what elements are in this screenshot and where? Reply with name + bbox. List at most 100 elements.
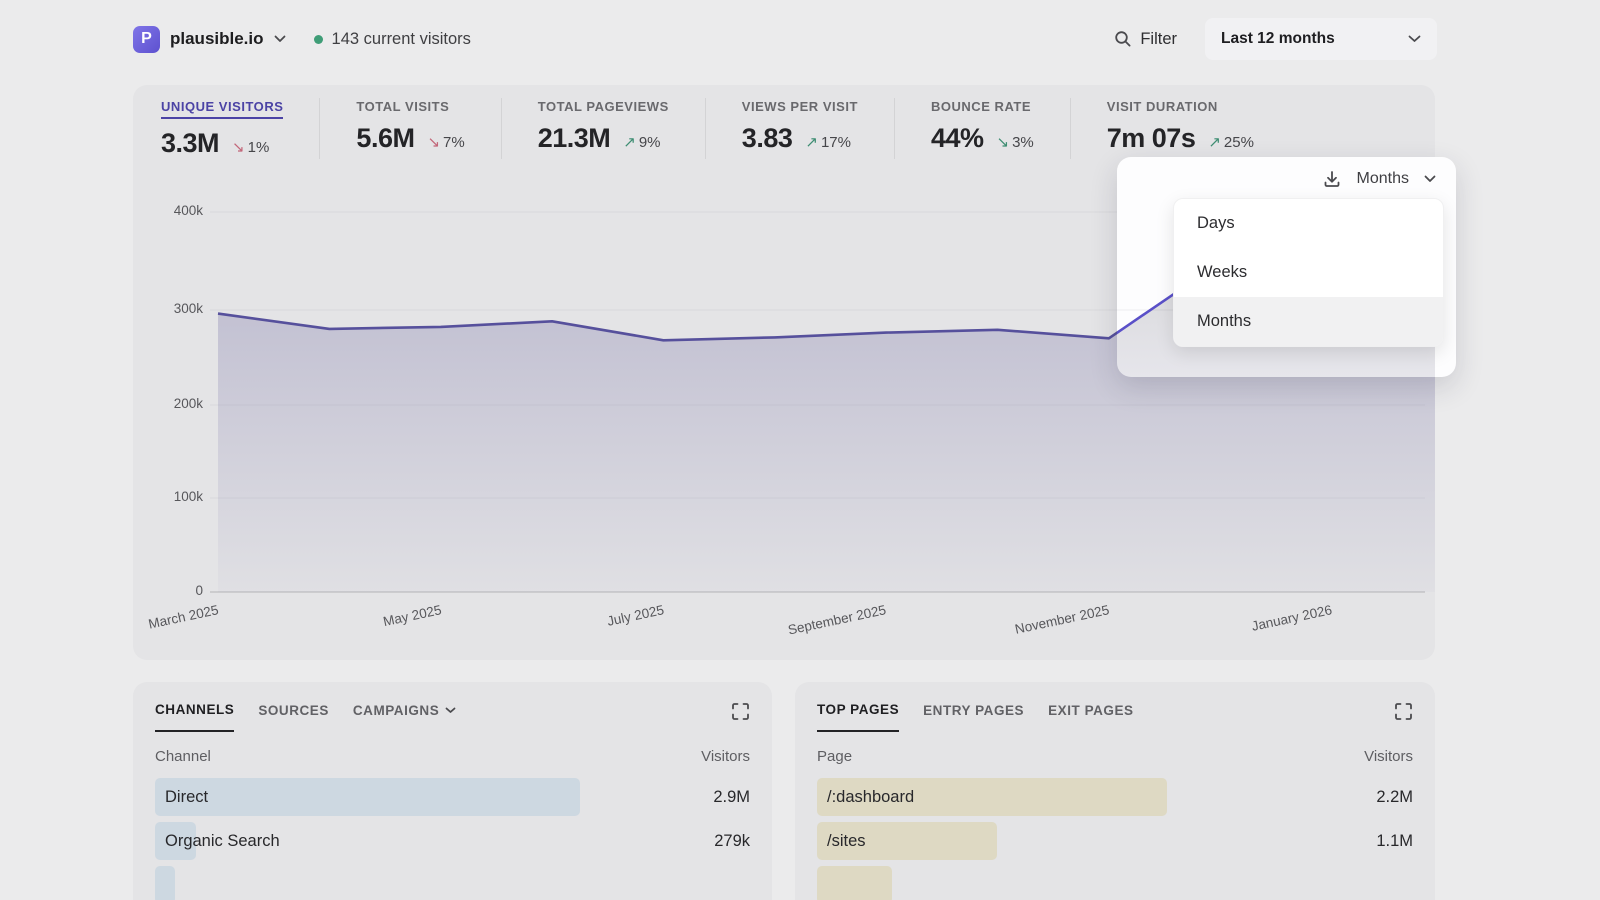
stat-label: TOTAL PAGEVIEWS [537,99,669,114]
tab[interactable]: ENTRY PAGES [923,702,1024,732]
column-header: Visitors [701,748,750,765]
stat-item[interactable]: TOTAL PAGEVIEWS 21.3M ↗ 9% [500,98,705,159]
row-value: 2.2M [1376,787,1413,806]
menu-item-label: Months [1197,312,1252,330]
stat-value: 44% [930,123,984,153]
y-tick-label: 100k [173,489,203,504]
interval-dropdown-button[interactable]: Months [1322,166,1436,192]
trend-arrow-icon: ↘ [427,134,441,151]
stat-item[interactable]: UNIQUE VISITORS 3.3M ↘ 1% [161,98,319,159]
table-row[interactable] [817,866,1413,900]
stat-change: 25% [1223,134,1254,151]
stat-label: VIEWS PER VISIT [741,99,858,114]
search-icon [1115,31,1131,47]
interval-spotlight-panel: Months Days Weeks Months [1117,157,1456,377]
pages-panel: TOP PAGES ENTRY PAGES EXIT PAGES Page Vi… [795,682,1435,900]
interval-menu: Days Weeks Months [1173,198,1444,347]
stats-row: UNIQUE VISITORS 3.3M ↘ 1% TOTAL VISITS 5… [161,98,1290,159]
interval-current-value: Months [1356,170,1409,187]
row-bar [817,866,893,900]
row-label: Organic Search [165,831,280,850]
y-tick-label: 200k [173,396,203,411]
row-bar [817,778,1167,816]
stat-value: 3.3M [161,128,220,158]
x-tick-label: September 2025 [786,602,888,638]
top-bar: P plausible.io 143 current visitors Filt… [133,0,1437,78]
column-header: Visitors [1364,748,1413,765]
stat-value: 5.6M [356,123,415,153]
tab[interactable]: CHANNELS [155,702,235,732]
x-tick-label: July 2025 [605,602,666,629]
tab-label: CAMPAIGNS [352,703,440,718]
interval-menu-item[interactable]: Days [1174,199,1443,248]
y-tick-label: 400k [173,203,203,218]
stat-delta: ↘ 1% [232,138,269,156]
y-tick-label: 0 [195,583,203,598]
expand-icon[interactable] [1394,702,1413,721]
site-name[interactable]: plausible.io [170,29,264,48]
site-switcher-chevron-icon[interactable] [274,35,286,43]
tab[interactable]: EXIT PAGES [1048,702,1133,732]
download-icon[interactable] [1322,169,1342,189]
stat-value: 3.83 [741,123,793,153]
tab-label: TOP PAGES [817,702,900,717]
stat-value: 7m 07s [1106,123,1196,153]
table-row[interactable]: Organic Search 279k [155,822,750,860]
row-bar [155,822,197,860]
stat-item[interactable]: VISIT DURATION 7m 07s ↗ 25% [1069,98,1290,159]
menu-item-label: Days [1197,214,1235,232]
row-value: 2.9M [713,787,750,806]
stat-label: VISIT DURATION [1106,99,1218,114]
channels-panel: CHANNELS SOURCES CAMPAIGNS Channel Visit… [133,682,772,900]
stat-delta: ↗ 25% [1208,133,1254,151]
trend-arrow-icon: ↗ [1208,134,1221,151]
stat-change: 1% [247,139,270,156]
stat-item[interactable]: BOUNCE RATE 44% ↘ 3% [893,98,1070,159]
tab[interactable]: CAMPAIGNS [353,702,456,732]
stat-item[interactable]: TOTAL VISITS 5.6M ↘ 7% [319,98,500,159]
tab-label: SOURCES [258,703,329,718]
table-row[interactable]: /sites 1.1M [817,822,1413,860]
stat-value: 21.3M [537,123,611,153]
trend-arrow-icon: ↗ [805,134,818,151]
stat-change: 9% [638,134,661,151]
tab-label: CHANNELS [155,702,235,717]
table-row[interactable] [155,866,750,900]
x-tick-label: November 2025 [1013,602,1111,637]
live-dot-icon [313,34,323,44]
date-range-select[interactable]: Last 12 months [1205,18,1437,60]
stat-delta: ↗ 17% [805,133,851,151]
row-bar [155,866,176,900]
x-tick-label: January 2026 [1250,602,1334,634]
stat-change: 7% [443,134,465,151]
stat-label: UNIQUE VISITORS [161,99,284,119]
stat-change: 3% [1012,134,1034,151]
stat-label: BOUNCE RATE [930,99,1032,114]
tab-label: EXIT PAGES [1048,703,1134,718]
row-bar [155,778,580,816]
tab[interactable]: TOP PAGES [817,702,900,732]
chevron-down-icon [445,707,456,713]
table-row[interactable]: Direct 2.9M [155,778,750,816]
stat-label: TOTAL VISITS [356,99,450,114]
x-tick-label: May 2025 [381,602,443,630]
current-visitors[interactable]: 143 current visitors [331,29,471,48]
row-label: Direct [165,787,209,806]
interval-menu-item[interactable]: Weeks [1174,248,1443,297]
stat-change: 17% [820,134,851,151]
interval-menu-item[interactable]: Months [1174,297,1443,346]
channels-rows: Direct 2.9M Organic Search 279k [155,778,750,900]
tab[interactable]: SOURCES [258,702,329,732]
plausible-logo-icon: P [133,25,160,53]
y-tick-label: 300k [173,301,203,316]
filter-button[interactable]: Filter [1114,30,1177,49]
stat-item[interactable]: VIEWS PER VISIT 3.83 ↗ 17% [704,98,894,159]
stat-delta: ↘ 7% [427,133,464,151]
x-tick-label: March 2025 [146,602,220,632]
column-header: Page [817,748,853,765]
menu-item-label: Weeks [1197,263,1248,281]
table-row[interactable]: /:dashboard 2.2M [817,778,1413,816]
expand-icon[interactable] [731,702,750,721]
row-label: /:dashboard [827,787,915,806]
column-header: Channel [155,748,211,765]
